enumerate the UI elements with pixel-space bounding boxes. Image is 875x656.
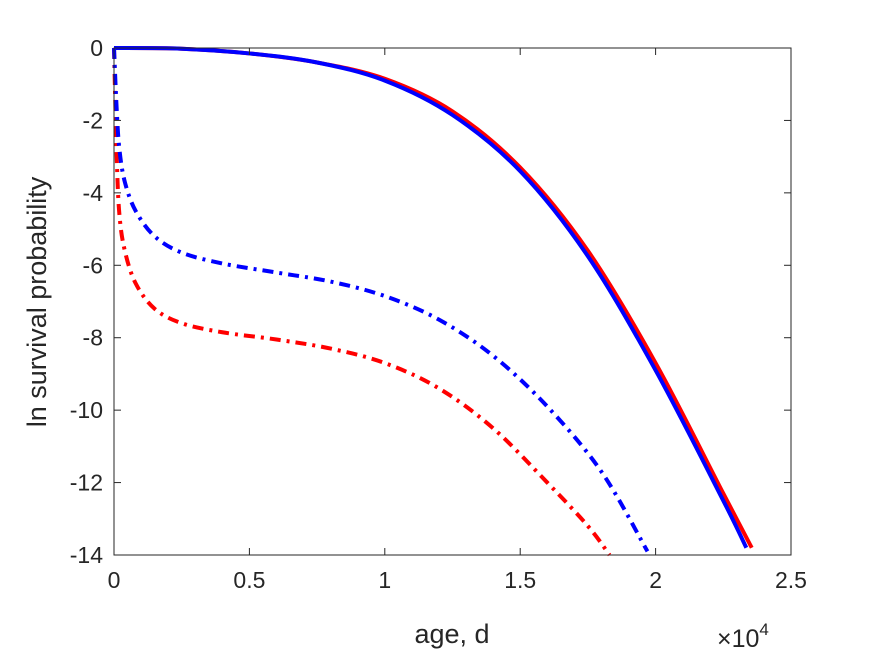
x-tick-label: 0.5 xyxy=(233,567,265,593)
y-tick-labels: 0 -2 -4 -6 -8 -10 -12 -14 xyxy=(70,35,103,568)
y-tick-label: -12 xyxy=(70,470,103,496)
series-line-4 xyxy=(112,47,650,553)
x-axis-exponent-label: ×104 xyxy=(717,620,769,653)
x-exponent-power: 4 xyxy=(759,620,768,639)
x-tick-label: 1 xyxy=(378,567,391,593)
y-tick-label: -2 xyxy=(83,107,103,133)
y-axis-title: ln survival probability xyxy=(22,176,52,427)
y-tick-label: -4 xyxy=(83,180,104,206)
plot-lines xyxy=(112,46,754,557)
y-tick-label: -14 xyxy=(70,542,103,568)
x-tick-label: 2 xyxy=(649,567,662,593)
x-tick-label: 1.5 xyxy=(504,567,536,593)
x-tick-label: 2.5 xyxy=(775,567,807,593)
x-tick-labels: 0 0.5 1 1.5 2 2.5 xyxy=(108,567,807,593)
y-tick-label: 0 xyxy=(90,35,103,61)
y-tick-label: -8 xyxy=(83,325,103,351)
series-line-3 xyxy=(112,47,612,557)
y-tick-label: -6 xyxy=(83,252,103,278)
x-exponent-base: ×10 xyxy=(717,625,759,653)
series-line-2 xyxy=(113,46,749,549)
x-tick-label: 0 xyxy=(108,567,121,593)
axes-box xyxy=(113,47,792,556)
axis-ticks xyxy=(113,47,792,556)
y-tick-label: -10 xyxy=(70,397,103,423)
x-axis-title: age, d xyxy=(414,619,489,649)
